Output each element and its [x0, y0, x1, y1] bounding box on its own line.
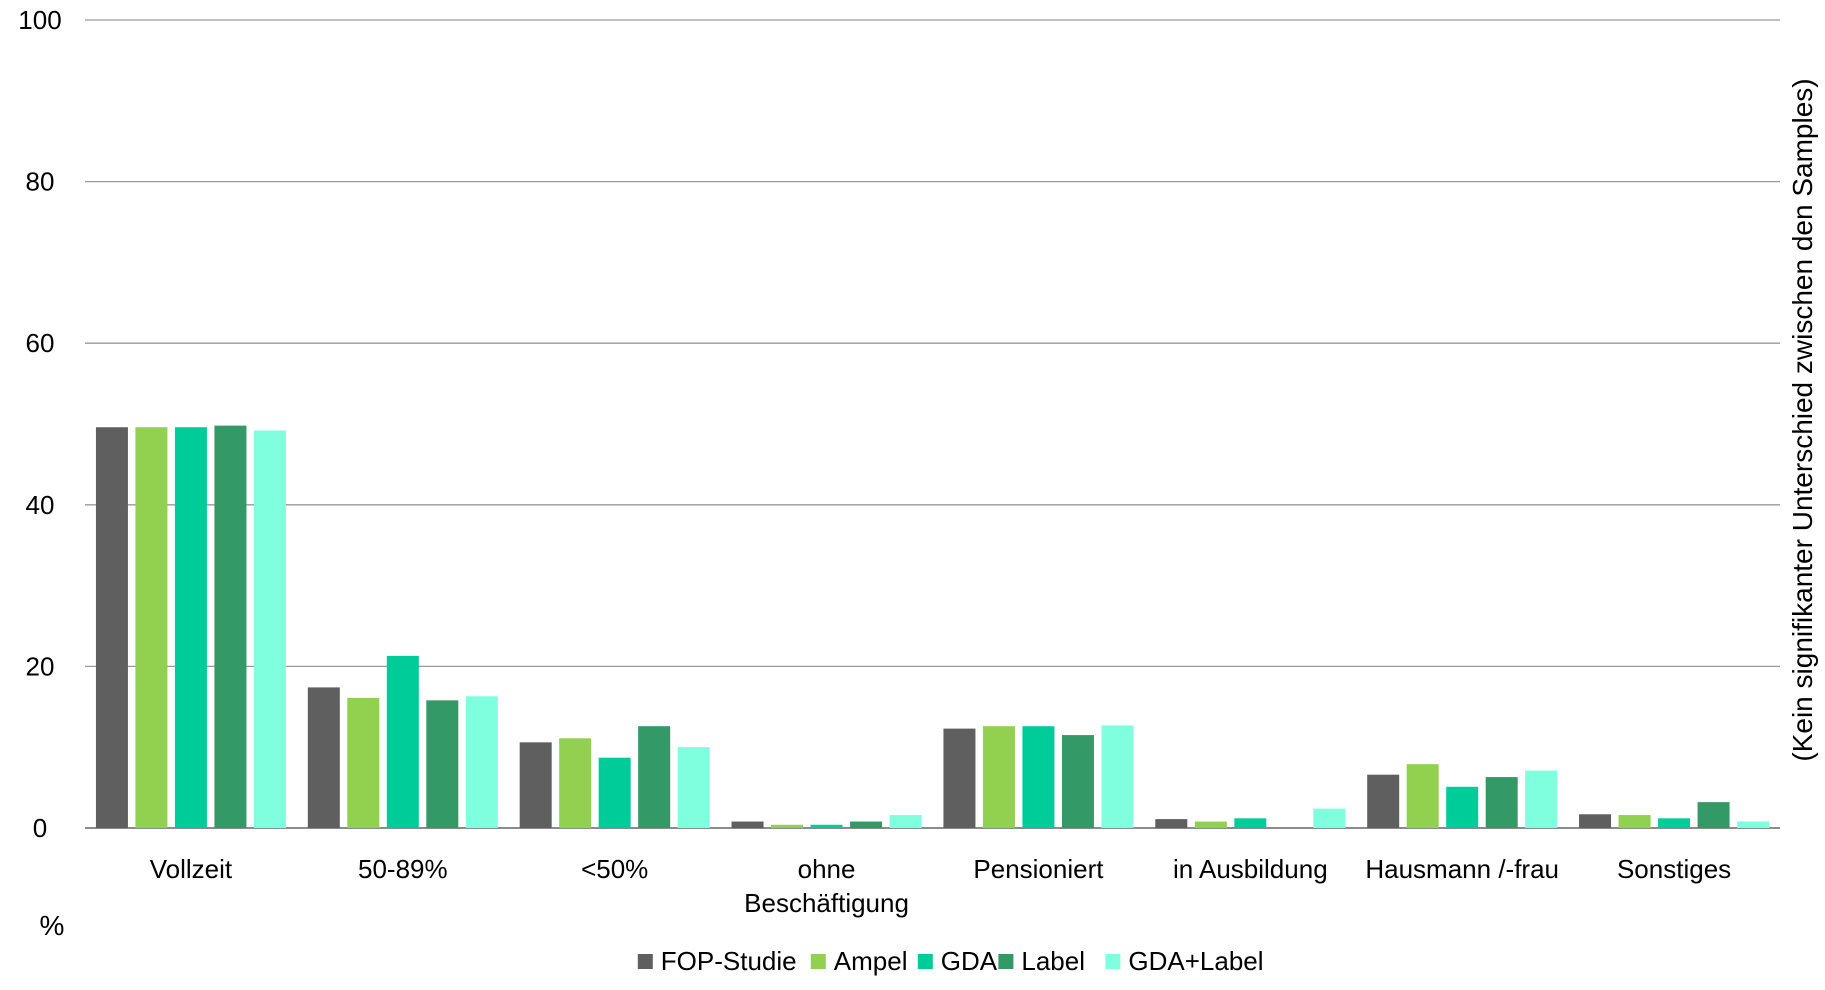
bar — [253, 430, 286, 828]
bar — [559, 738, 592, 828]
legend-item: FOP-Studie — [637, 946, 797, 976]
bar — [1194, 821, 1227, 828]
bar — [1406, 764, 1439, 828]
y-tick-label: 20 — [26, 651, 55, 681]
x-tick-label: Pensioniert — [973, 854, 1104, 884]
bar — [1579, 814, 1612, 828]
legend-swatch — [810, 954, 826, 969]
x-tick-label-line: Hausmann /-frau — [1365, 854, 1559, 884]
x-tick-label-line: <50% — [581, 854, 648, 884]
x-tick-label: <50% — [581, 854, 648, 884]
legend: FOP-Studie Ampel GDA Label GDA+Label — [637, 946, 1264, 976]
bar — [1022, 726, 1055, 828]
bar — [1697, 802, 1730, 828]
y-tick-label: 0 — [33, 813, 47, 843]
bar — [95, 427, 128, 828]
y-tick-label: 60 — [26, 328, 55, 358]
x-tick-label-line: ohne — [798, 854, 856, 884]
bar — [850, 821, 883, 828]
bar — [1446, 786, 1479, 828]
bar — [677, 747, 710, 828]
bar — [943, 728, 976, 828]
bar — [1101, 725, 1134, 828]
x-tick-label: Hausmann /-frau — [1365, 854, 1559, 884]
x-tick-label-line: Vollzeit — [150, 854, 233, 884]
bar — [1234, 818, 1267, 828]
x-tick-label: in Ausbildung — [1173, 854, 1328, 884]
y-axis-ticks: 0 20 40 60 80 100 — [18, 5, 61, 843]
legend-label: Ampel — [834, 946, 908, 976]
bar — [638, 726, 671, 828]
legend-item: GDA — [917, 946, 998, 976]
legend-swatch — [1105, 954, 1121, 969]
bar — [982, 726, 1015, 828]
legend-label: FOP-Studie — [661, 946, 797, 976]
bar — [519, 742, 552, 828]
bar — [1313, 808, 1346, 828]
bar — [810, 824, 843, 828]
bar — [426, 700, 459, 828]
y-tick-label: 40 — [26, 490, 55, 520]
legend-swatch — [917, 954, 933, 969]
bar — [1658, 818, 1691, 828]
x-tick-label-line: in Ausbildung — [1173, 854, 1328, 884]
y-tick-label: 100 — [18, 5, 61, 35]
bar — [1525, 770, 1558, 828]
legend-item: GDA+Label — [1105, 946, 1264, 976]
bar — [135, 427, 168, 828]
x-tick-label-line: Beschäftigung — [744, 888, 909, 918]
bars — [95, 425, 1770, 828]
bar — [1155, 819, 1188, 828]
x-tick-label-line: Sonstiges — [1617, 854, 1731, 884]
legend-label: Label — [1021, 946, 1085, 976]
bar — [1485, 777, 1518, 828]
bar — [1367, 774, 1400, 828]
legend-item: Label — [998, 946, 1085, 976]
bar — [889, 815, 922, 828]
bar — [174, 427, 207, 828]
bar — [214, 425, 247, 828]
x-tick-label-line: 50-89% — [358, 854, 448, 884]
legend-item: Ampel — [810, 946, 908, 976]
bar — [386, 655, 419, 828]
bar — [1737, 821, 1770, 828]
bar — [347, 697, 380, 828]
x-tick-label-line: Pensioniert — [973, 854, 1104, 884]
x-axis-labels: Vollzeit 50-89% <50% ohne Beschäftigung Pensi… — [150, 854, 1731, 918]
bar — [307, 687, 340, 828]
legend-label: GDA — [941, 946, 998, 976]
right-side-note: (Kein signifikanter Unterschied zwischen… — [1787, 78, 1818, 761]
bar — [1061, 735, 1094, 828]
bar — [465, 696, 498, 828]
x-tick-label: Vollzeit — [150, 854, 233, 884]
bar — [1618, 815, 1651, 828]
x-tick-label: ohne Beschäftigung — [744, 854, 909, 918]
bar — [731, 821, 764, 828]
legend-swatch — [998, 954, 1014, 969]
legend-swatch — [637, 954, 653, 969]
y-tick-label: 80 — [26, 167, 55, 197]
x-tick-label: Sonstiges — [1617, 854, 1731, 884]
legend-label: GDA+Label — [1128, 946, 1263, 976]
y-axis-label: % — [40, 910, 65, 941]
bar — [771, 824, 804, 828]
x-tick-label: 50-89% — [358, 854, 448, 884]
bar — [598, 757, 631, 828]
